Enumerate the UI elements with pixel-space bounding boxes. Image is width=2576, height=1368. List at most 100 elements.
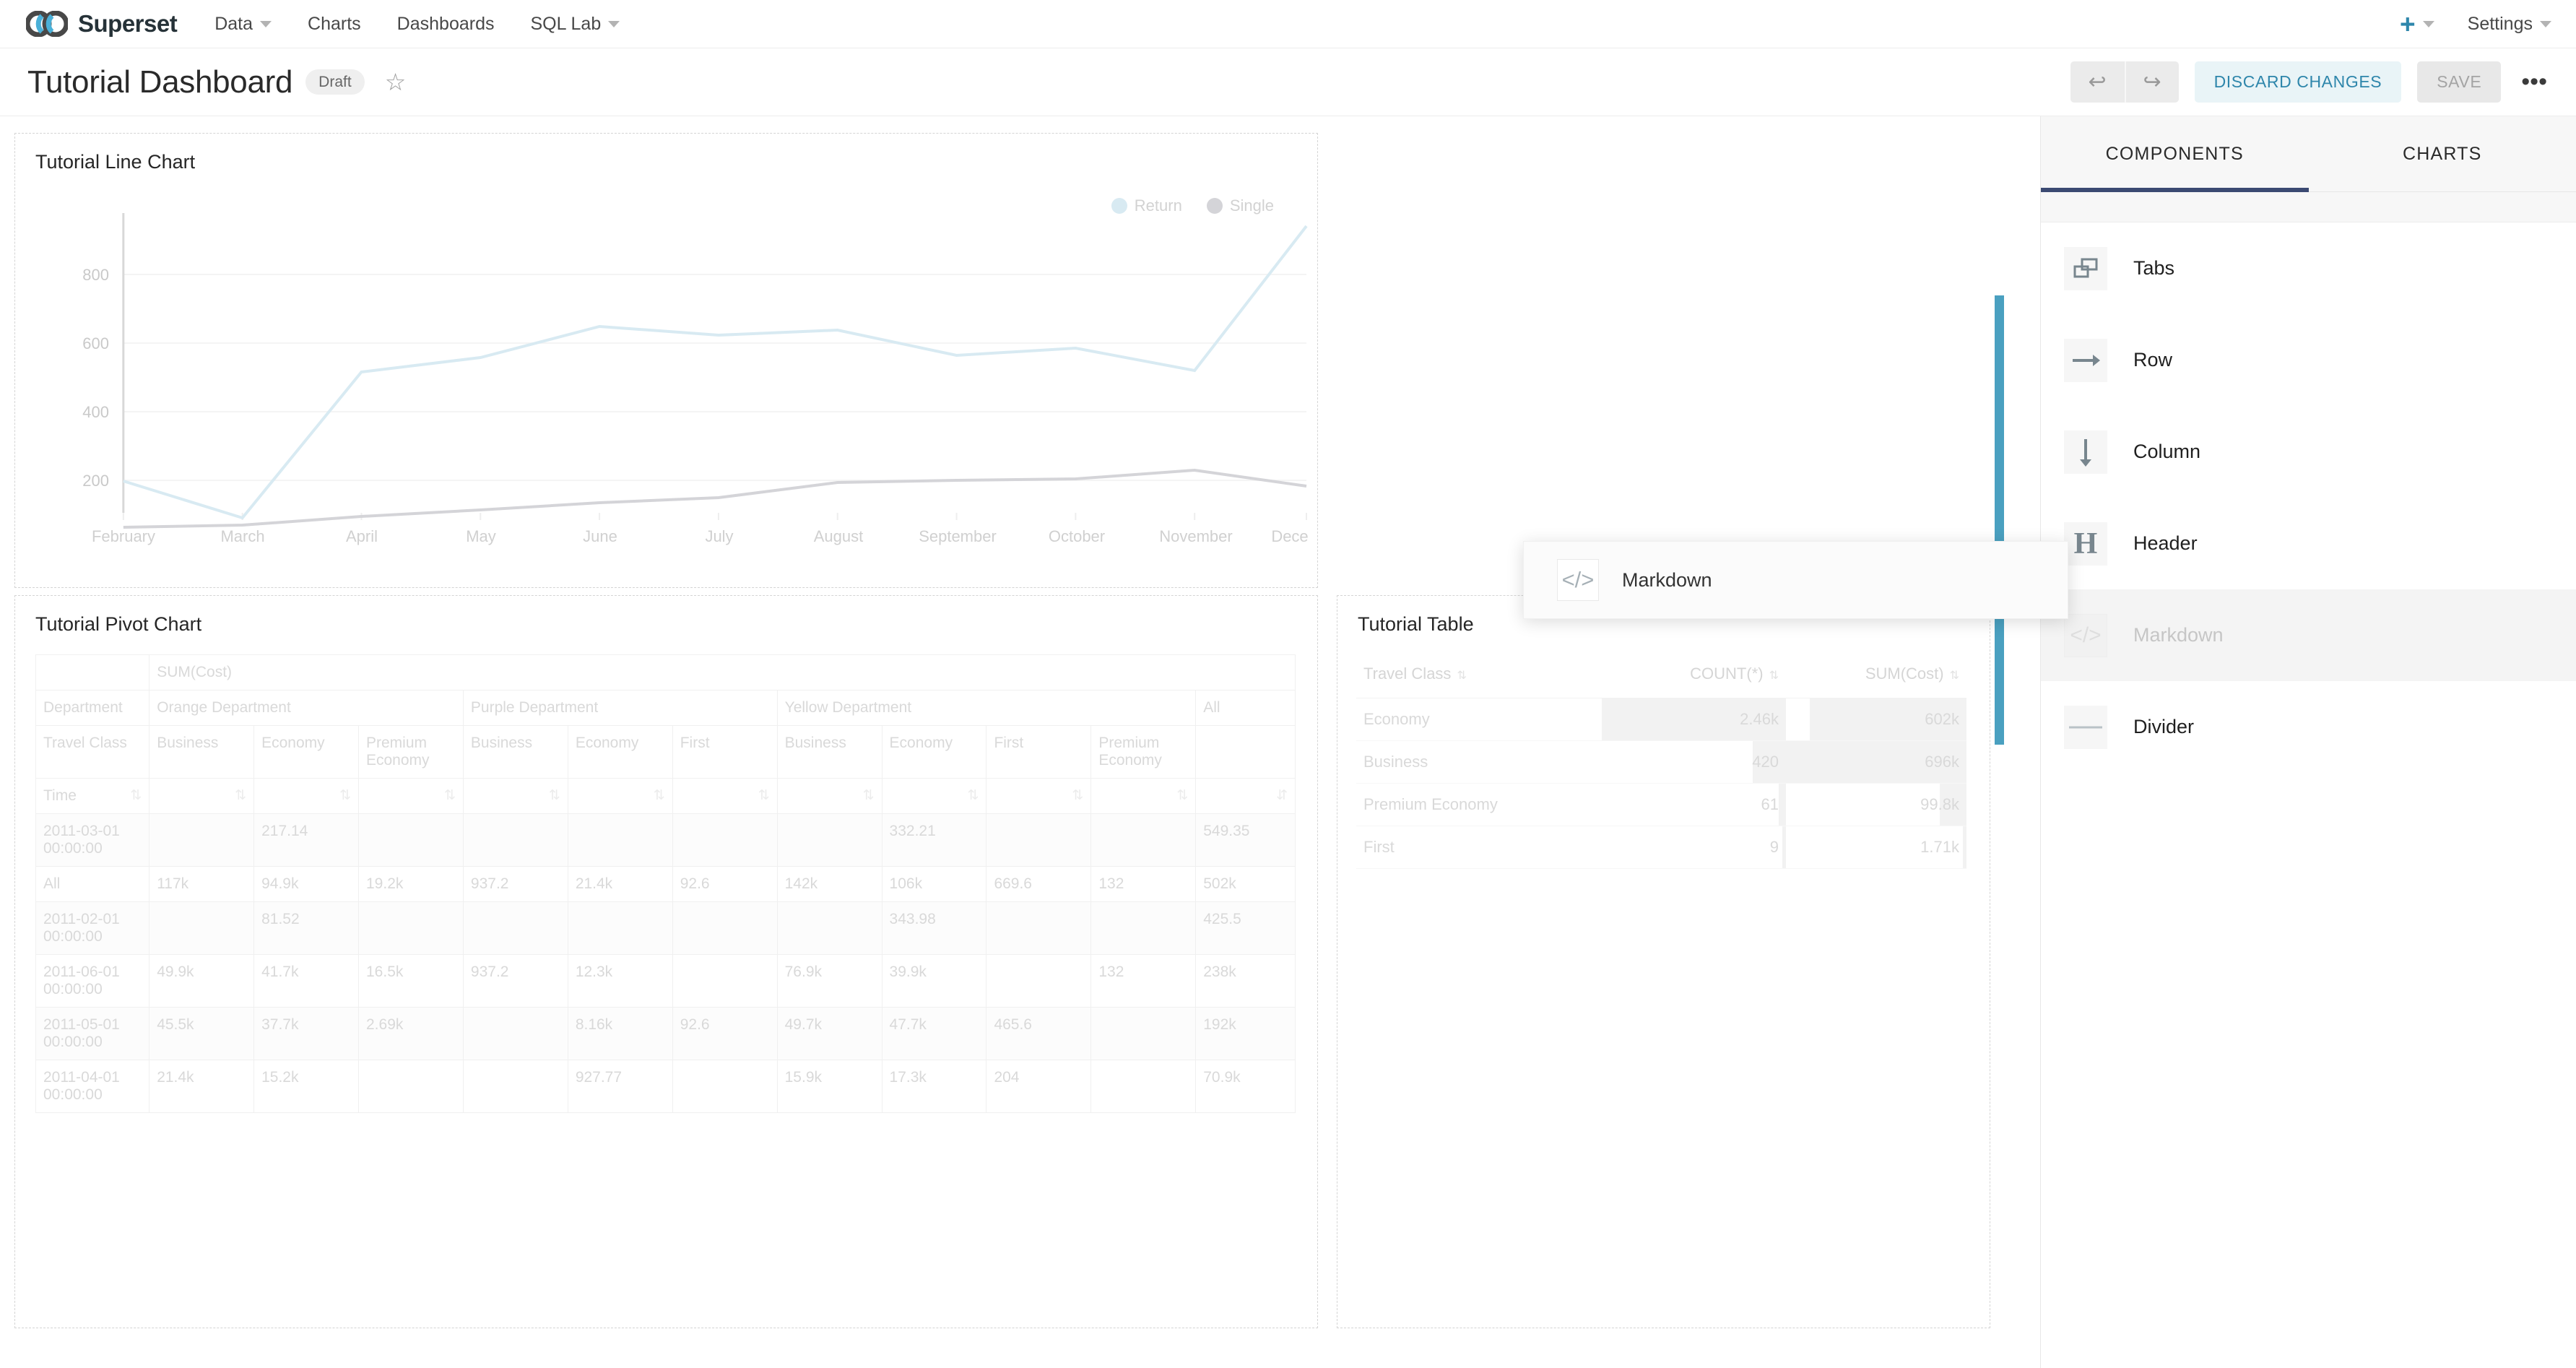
pivot-sort-cell[interactable]: ⇅ bbox=[149, 778, 255, 814]
line-chart-plot bbox=[122, 213, 1308, 529]
sidebar-item-header[interactable]: H Header bbox=[2041, 498, 2576, 589]
sort-icon[interactable]: ⇵ bbox=[1276, 788, 1288, 803]
brand-logo-link[interactable]: Superset bbox=[26, 10, 178, 38]
sidebar-item-row[interactable]: Row bbox=[2041, 314, 2576, 406]
sort-icon[interactable]: ⇅ bbox=[1072, 788, 1084, 803]
pivot-sort-cell[interactable]: ⇅ bbox=[776, 778, 882, 814]
table-row[interactable]: 2011-05-01 00:00:00 45.5k 37.7k 2.69k 8.… bbox=[35, 1007, 1296, 1060]
sort-icon[interactable]: ⇅ bbox=[130, 788, 142, 803]
pivot-row-time: 2011-03-01 00:00:00 bbox=[35, 813, 150, 867]
sort-icon[interactable]: ⇅ bbox=[548, 788, 560, 803]
pivot-class-cell: Business bbox=[462, 725, 568, 779]
pivot-sort-cell[interactable]: ⇅ bbox=[986, 778, 1092, 814]
nav-item-sql-lab[interactable]: SQL Lab bbox=[530, 14, 620, 35]
cell-sum-cost: 696k bbox=[1786, 740, 1966, 784]
pivot-travel-class-label: Travel Class bbox=[35, 725, 150, 779]
page-title[interactable]: Tutorial Dashboard bbox=[27, 64, 293, 100]
chart-card-table[interactable]: Tutorial Table Travel Class ⇅ COUNT(*) ⇅ S… bbox=[1337, 595, 1990, 1328]
tutorial-table-wrap: Travel Class ⇅ COUNT(*) ⇅ SUM(Cost) ⇅ Econo… bbox=[1337, 636, 1966, 869]
new-item-button[interactable]: + bbox=[2400, 11, 2434, 38]
pivot-cell bbox=[149, 901, 255, 955]
column-header-sum-cost[interactable]: SUM(Cost) ⇅ bbox=[1786, 654, 1966, 698]
chart-card-pivot[interactable]: Tutorial Pivot Chart SUM(Cost) bbox=[14, 595, 1318, 1328]
table-row[interactable]: Business 420 696k bbox=[1356, 740, 1966, 784]
x-axis-tick: Dece bbox=[1271, 527, 1309, 545]
undo-button[interactable]: ↩ bbox=[2088, 70, 2107, 94]
tab-components[interactable]: COMPONENTS bbox=[2041, 116, 2309, 192]
pivot-sort-cell[interactable]: ⇅ bbox=[358, 778, 464, 814]
sort-icon[interactable]: ⇅ bbox=[1176, 788, 1189, 803]
pivot-class-cell: First bbox=[672, 725, 778, 779]
pivot-class-cell: Premium Economy bbox=[358, 725, 464, 779]
x-axis-tick: August bbox=[813, 527, 864, 545]
pivot-sort-cell[interactable]: ⇅ bbox=[1090, 778, 1197, 814]
sort-icon[interactable]: ⇅ bbox=[443, 788, 456, 803]
sort-icon[interactable]: ⇅ bbox=[1457, 670, 1467, 682]
favorite-star-icon[interactable]: ☆ bbox=[384, 69, 407, 95]
discard-changes-button[interactable]: DISCARD CHANGES bbox=[2194, 61, 2402, 103]
redo-button[interactable]: ↪ bbox=[2124, 61, 2179, 103]
nav-item-dashboards[interactable]: Dashboards bbox=[397, 14, 495, 35]
sort-icon[interactable]: ⇅ bbox=[862, 788, 875, 803]
column-header-travel-class[interactable]: Travel Class ⇅ bbox=[1356, 654, 1602, 698]
pivot-cell bbox=[672, 813, 778, 867]
pivot-cell: 927.77 bbox=[567, 1060, 673, 1113]
pivot-cell: 81.52 bbox=[253, 901, 359, 955]
table-row[interactable]: 2011-04-01 00:00:00 21.4k 15.2k 927.77 1… bbox=[35, 1060, 1296, 1113]
sidebar-item-column[interactable]: Column bbox=[2041, 406, 2576, 498]
nav-item-settings[interactable]: Settings bbox=[2468, 14, 2551, 35]
pivot-time-label[interactable]: Time ⇅ bbox=[35, 778, 150, 814]
empty-drop-slot[interactable] bbox=[1318, 126, 2040, 589]
legend-item-return[interactable]: Return bbox=[1111, 196, 1182, 215]
table-row[interactable]: 2011-06-01 00:00:00 49.9k 41.7k 16.5k 93… bbox=[35, 954, 1296, 1008]
chart-title-table: Tutorial Table bbox=[1358, 613, 1474, 635]
y-axis-tick: 200 bbox=[82, 472, 109, 490]
table-row[interactable]: All 117k 94.9k 19.2k 937.2 21.4k 92.6 14… bbox=[35, 866, 1296, 902]
more-options-icon[interactable]: ••• bbox=[2521, 68, 2547, 96]
sidebar-item-divider[interactable]: Divider bbox=[2041, 681, 2576, 773]
pivot-row-time: 2011-02-01 00:00:00 bbox=[35, 901, 150, 955]
pivot-sort-cell[interactable]: ⇵ bbox=[1195, 778, 1296, 814]
nav-item-charts[interactable]: Charts bbox=[308, 14, 361, 35]
pivot-sort-cell[interactable]: ⇅ bbox=[567, 778, 673, 814]
legend-item-single[interactable]: Single bbox=[1206, 196, 1274, 215]
sidebar-item-tabs[interactable]: Tabs bbox=[2041, 222, 2576, 314]
pivot-sort-cell[interactable]: ⇅ bbox=[672, 778, 778, 814]
pivot-class-cell: First bbox=[986, 725, 1092, 779]
chart-card-line[interactable]: Tutorial Line Chart Return Single bbox=[14, 133, 1318, 588]
sort-icon[interactable]: ⇅ bbox=[1769, 670, 1779, 682]
sort-icon[interactable]: ⇅ bbox=[758, 788, 770, 803]
drag-preview-markdown[interactable]: </> Markdown bbox=[1523, 541, 2068, 619]
pivot-cell: 937.2 bbox=[462, 954, 568, 1008]
pivot-cell: 669.6 bbox=[986, 866, 1092, 902]
pivot-sort-cell[interactable]: ⇅ bbox=[881, 778, 987, 814]
sort-icon[interactable]: ⇅ bbox=[653, 788, 665, 803]
chart-legend: Return Single bbox=[1111, 196, 1274, 215]
pivot-cell: 549.35 bbox=[1195, 813, 1296, 867]
pivot-cell bbox=[1090, 813, 1197, 867]
nav-item-data[interactable]: Data bbox=[214, 14, 272, 35]
save-button[interactable]: SAVE bbox=[2417, 61, 2502, 103]
sort-icon[interactable]: ⇅ bbox=[1949, 670, 1959, 682]
table-row[interactable]: Economy 2.46k 602k bbox=[1356, 698, 1966, 741]
table-row[interactable]: 2011-02-01 00:00:00 81.52 343.98 bbox=[35, 901, 1296, 955]
sidebar-component-list: Tabs Row Column H Header bbox=[2041, 222, 2576, 1368]
pivot-cell: 106k bbox=[881, 866, 987, 902]
pivot-class-cell: Business bbox=[776, 725, 882, 779]
pivot-cell bbox=[776, 813, 882, 867]
table-row[interactable]: 2011-03-01 00:00:00 217.14 332.21 bbox=[35, 813, 1296, 867]
sort-icon[interactable]: ⇅ bbox=[967, 788, 979, 803]
sort-icon[interactable]: ⇅ bbox=[339, 788, 351, 803]
cell-sum-cost: 602k bbox=[1786, 698, 1966, 741]
table-row[interactable]: Premium Economy 61 99.8k bbox=[1356, 783, 1966, 826]
cell-count: 420 bbox=[1602, 740, 1786, 784]
tab-charts[interactable]: CHARTS bbox=[2402, 143, 2482, 164]
sort-icon[interactable]: ⇅ bbox=[235, 788, 247, 803]
pivot-sort-cell[interactable]: ⇅ bbox=[462, 778, 568, 814]
pivot-cell: 132 bbox=[1090, 954, 1197, 1008]
sidebar-item-markdown[interactable]: </> Markdown bbox=[2041, 589, 2576, 681]
table-row[interactable]: First 9 1.71k bbox=[1356, 826, 1966, 869]
sidebar-tab-spacer bbox=[2041, 192, 2576, 222]
pivot-sort-cell[interactable]: ⇅ bbox=[253, 778, 359, 814]
column-header-count[interactable]: COUNT(*) ⇅ bbox=[1602, 654, 1786, 698]
